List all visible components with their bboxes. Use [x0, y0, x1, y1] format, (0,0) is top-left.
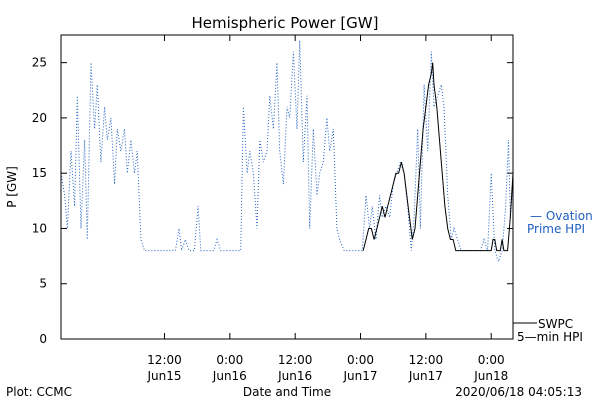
footer-timestamp: 2020/06/18 04:05:13 [455, 385, 582, 399]
series-layer [60, 40, 514, 264]
x-tick-label-date: Jun17 [408, 369, 443, 383]
x-tick-label-date: Jun17 [343, 369, 378, 383]
x-tick-label-date: Jun15 [146, 369, 181, 383]
series-line-ovation [60, 40, 514, 264]
y-tick-label: 5 [39, 277, 47, 291]
legend-ovation: — Ovation Prime HPI [527, 209, 593, 236]
y-axis-ticks: 0 5 10 15 20 25 [32, 56, 513, 346]
series-line-swpc [362, 62, 514, 252]
x-tick-label-time: 12:00 [147, 353, 182, 367]
legend-ovation-line2: Prime HPI [527, 222, 585, 236]
x-tick-label-date: Jun18 [473, 369, 508, 383]
x-tick-label-time: 12:00 [409, 353, 444, 367]
y-tick-label: 25 [32, 56, 47, 70]
plot-frame [60, 34, 514, 340]
x-tick-label-time: 0:00 [347, 353, 374, 367]
x-tick-label-time: 0:00 [216, 353, 243, 367]
y-axis-label: P [GW] [5, 166, 19, 208]
x-tick-label-date: Jun16 [212, 369, 247, 383]
x-tick-label-date: Jun16 [277, 369, 312, 383]
legend-swpc-line2: 5—min HPI [517, 330, 583, 344]
legend-ovation-line1: — Ovation [530, 209, 593, 223]
y-tick-label: 20 [32, 111, 47, 125]
y-tick-label: 0 [39, 332, 47, 346]
legend-swpc: SWPC 5—min HPI [513, 317, 583, 344]
x-axis-ticks: 12:00 Jun15 0:00 Jun16 12:00 Jun16 0:00 Jun17 12… [146, 35, 508, 383]
x-axis-label: Date and Time [243, 385, 331, 399]
y-tick-label: 15 [32, 166, 47, 180]
legend-swpc-line1: SWPC [538, 317, 573, 331]
footer-plot-credit: Plot: CCMC [6, 385, 72, 399]
x-tick-label-time: 12:00 [278, 353, 313, 367]
chart-title: Hemispheric Power [GW] [192, 14, 379, 32]
x-tick-label-time: 0:00 [478, 353, 505, 367]
y-tick-label: 10 [32, 221, 47, 235]
